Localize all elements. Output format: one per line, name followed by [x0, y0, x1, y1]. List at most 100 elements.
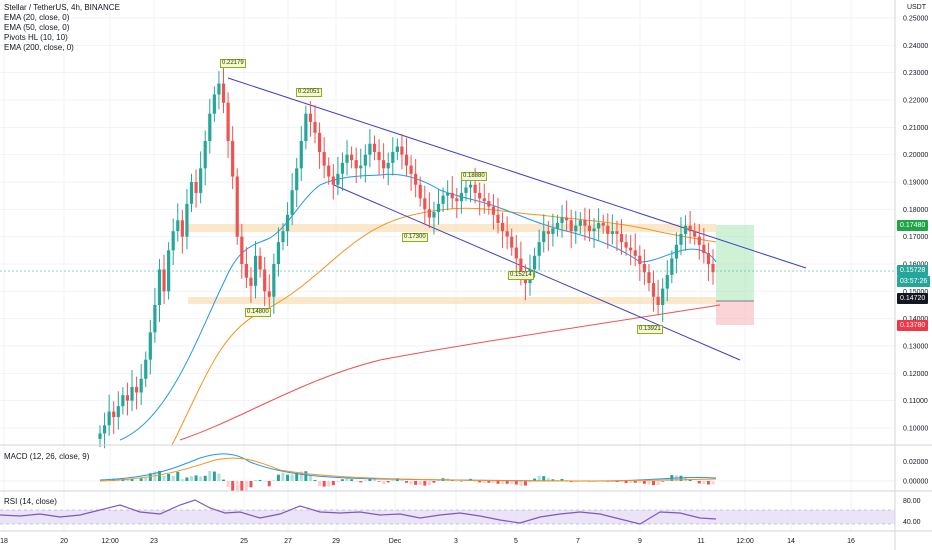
candle: [670, 250, 674, 284]
time-axis[interactable]: 18 20 12:00 23 25 27 29 Dec 3 5 7 9 11 12:00 14 16: [0, 538, 855, 545]
macd-histogram-bar: [505, 481, 509, 484]
candle: [665, 260, 669, 302]
candle-body: [542, 231, 546, 243]
candle: [482, 183, 486, 214]
candle: [276, 227, 281, 277]
macd-histogram-bar: [661, 481, 665, 482]
candle-body: [276, 242, 281, 264]
price-tick-label: 0.13000: [903, 344, 928, 351]
candle-body: [212, 94, 216, 114]
macd-histogram-bar: [226, 481, 230, 487]
indicator-ema20[interactable]: EMA (20, close, 0): [4, 13, 70, 22]
candle: [688, 210, 692, 244]
candle-body: [679, 233, 683, 245]
candle-body: [263, 269, 267, 292]
candle: [702, 227, 706, 264]
candle: [587, 208, 592, 242]
macd-histogram-bar: [423, 481, 427, 486]
macd-histogram-bar: [157, 471, 161, 481]
macd-histogram-bar: [368, 477, 372, 481]
candle-body: [519, 258, 523, 275]
chart-grid: [0, 0, 895, 531]
pivot-label: 0.14800: [245, 308, 271, 317]
macd-histogram-bar: [574, 481, 578, 483]
macd-histogram-bar: [304, 471, 308, 481]
macd-histogram-bar: [482, 481, 486, 484]
time-tick-label: 12:00: [736, 538, 754, 545]
candle: [299, 126, 303, 181]
candle: [615, 220, 619, 251]
candle-body: [638, 255, 642, 264]
macd-histogram-bar: [688, 479, 692, 481]
candle-body: [633, 250, 637, 256]
candle: [446, 180, 450, 211]
ema-20-line: [119, 173, 717, 441]
candle-body: [418, 184, 422, 199]
candle-body: [409, 165, 413, 174]
candle-body: [546, 231, 550, 234]
macd-histogram-bar: [194, 475, 198, 481]
candle-body: [697, 236, 701, 245]
candle: [651, 270, 656, 312]
channel-upper-line: [227, 77, 807, 269]
candle: [308, 101, 313, 137]
candle-body: [102, 425, 107, 434]
pivot-label: 0.15214: [508, 271, 534, 280]
macd-histogram-bar: [592, 481, 596, 483]
candle-body: [656, 296, 660, 305]
candle: [706, 242, 711, 281]
candle: [606, 213, 610, 249]
indicator-pivots[interactable]: Pivots HL (10, 10): [4, 33, 68, 42]
candle-body: [253, 255, 258, 286]
candle: [263, 256, 267, 307]
macd-histogram-bar: [620, 481, 624, 483]
candle-body: [386, 162, 390, 169]
candle-body: [134, 387, 139, 393]
candle: [244, 247, 248, 289]
indicator-ema200[interactable]: EMA (200, close, 0): [4, 43, 74, 52]
candle: [180, 209, 184, 254]
macd-histogram-bar: [171, 476, 175, 481]
candle: [354, 147, 358, 184]
macd-tick-label: 0.02000: [903, 459, 928, 466]
macd-label[interactable]: MACD (12, 26, close, 9): [4, 452, 90, 461]
indicator-ema50[interactable]: EMA (50, close, 0): [4, 23, 70, 32]
macd-histogram-bar: [382, 481, 386, 485]
macd-histogram-bar: [391, 479, 395, 481]
candle: [642, 249, 646, 285]
candle: [107, 394, 111, 436]
candle: [221, 66, 226, 114]
candle-body: [295, 168, 299, 191]
candle-body: [583, 220, 587, 226]
candle: [249, 267, 253, 303]
candle: [267, 274, 271, 308]
macd-histogram-bar: [189, 476, 193, 481]
candle-body: [693, 231, 697, 237]
candle-body: [423, 198, 427, 210]
macd-histogram-bar: [610, 481, 614, 483]
symbol-title: Stellar / TetherUS, 4h, BINANCE: [4, 3, 120, 12]
macd-histogram-bar: [478, 481, 482, 483]
candle: [711, 249, 715, 285]
macd-histogram-bar: [684, 476, 688, 481]
candle-body: [414, 173, 418, 185]
macd-histogram-bar: [459, 481, 463, 482]
candle-body: [116, 406, 120, 418]
macd-histogram-bar: [359, 481, 363, 483]
long-position-tool[interactable]: [716, 225, 754, 325]
candle-body: [313, 121, 317, 133]
candle-body: [144, 359, 148, 379]
macd-histogram-bar: [217, 473, 221, 481]
macd-histogram-bar: [491, 481, 495, 484]
candle-body: [340, 162, 345, 174]
time-tick-label: 16: [847, 538, 855, 545]
candle: [683, 215, 688, 251]
candle-body: [199, 168, 203, 193]
time-tick-label: 5: [514, 538, 518, 545]
candle: [340, 152, 345, 191]
price-tick-label: 0.19000: [903, 180, 928, 187]
time-tick-label: 14: [787, 538, 795, 545]
rsi-label[interactable]: RSI (14, close): [4, 497, 57, 506]
candle: [661, 278, 665, 322]
